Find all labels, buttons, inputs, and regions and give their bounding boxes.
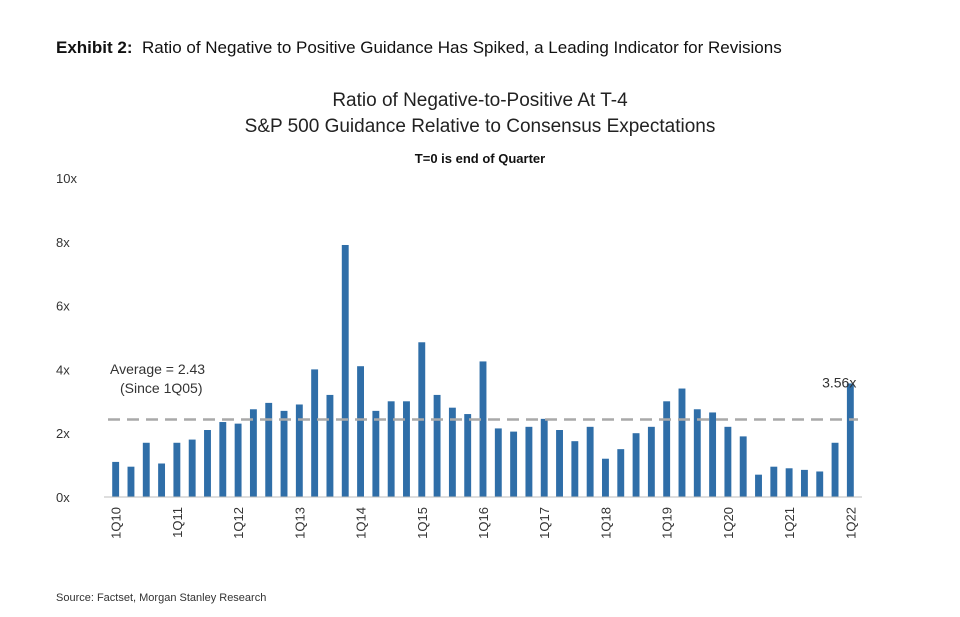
bar bbox=[540, 418, 548, 497]
bar bbox=[326, 394, 334, 497]
bar bbox=[647, 426, 655, 497]
bar bbox=[173, 442, 181, 497]
bar bbox=[846, 383, 854, 497]
x-tick-label: 1Q12 bbox=[231, 507, 246, 539]
x-tick-label: 1Q17 bbox=[537, 507, 552, 539]
bar bbox=[586, 426, 594, 497]
x-axis-ticks: 1Q10 1Q11 1Q12 1Q13 1Q14 1Q15 1Q16 1Q17 1Q18 1Q19… bbox=[109, 507, 859, 539]
bar bbox=[770, 466, 778, 497]
bar bbox=[556, 430, 563, 497]
x-tick-label: 1Q11 bbox=[170, 507, 185, 538]
x-tick-label: 1Q14 bbox=[354, 507, 369, 539]
bar bbox=[372, 410, 380, 497]
bar bbox=[494, 428, 502, 497]
bar bbox=[678, 388, 686, 497]
y-tick-label: 4x bbox=[56, 362, 70, 377]
y-tick-label: 10x bbox=[56, 171, 77, 186]
bars bbox=[112, 244, 854, 497]
y-tick-label: 2x bbox=[56, 426, 70, 441]
bar bbox=[693, 409, 701, 497]
bar bbox=[816, 471, 824, 497]
x-tick-label: 1Q16 bbox=[476, 507, 491, 539]
bar bbox=[785, 468, 793, 497]
bar bbox=[142, 442, 150, 497]
x-tick-label: 1Q21 bbox=[782, 507, 797, 539]
y-tick-label: 6x bbox=[56, 299, 70, 314]
bar bbox=[755, 474, 762, 497]
chart-title: Ratio of Negative-to-Positive At T-4 bbox=[332, 90, 628, 111]
x-tick-label: 1Q10 bbox=[109, 507, 124, 539]
bar bbox=[525, 426, 533, 497]
bar bbox=[602, 458, 609, 497]
bar bbox=[357, 366, 364, 497]
bar bbox=[188, 439, 196, 497]
x-tick-label: 1Q22 bbox=[843, 507, 858, 539]
source-note: Source: Factset, Morgan Stanley Research bbox=[56, 592, 267, 604]
exhibit-number: Exhibit 2: bbox=[56, 38, 133, 57]
bar bbox=[663, 401, 671, 497]
bar bbox=[632, 433, 640, 497]
exhibit-title: Ratio of Negative to Positive Guidance H… bbox=[141, 38, 782, 57]
bar bbox=[831, 442, 839, 497]
bar bbox=[295, 404, 303, 497]
chart-subtitle: T=0 is end of Quarter bbox=[414, 151, 546, 166]
bar bbox=[341, 244, 349, 497]
x-tick-label: 1Q20 bbox=[721, 507, 736, 539]
bar bbox=[158, 463, 166, 497]
bar bbox=[571, 441, 579, 497]
y-axis-ticks: 0x 2x 4x 6x 8x 10x bbox=[56, 171, 77, 505]
bar bbox=[249, 409, 257, 497]
bar bbox=[709, 412, 717, 497]
bar bbox=[448, 407, 456, 497]
bar bbox=[127, 466, 135, 497]
bar bbox=[724, 426, 732, 497]
bar bbox=[280, 410, 288, 497]
x-tick-label: 1Q13 bbox=[292, 507, 307, 539]
bar bbox=[800, 469, 808, 497]
bar bbox=[464, 414, 472, 497]
bar bbox=[387, 401, 395, 497]
bar bbox=[219, 422, 227, 497]
exhibit-heading: Exhibit 2: Ratio of Negative to Positive… bbox=[56, 38, 782, 58]
bar bbox=[234, 423, 242, 497]
bar bbox=[204, 430, 211, 497]
bar bbox=[311, 369, 319, 497]
bar bbox=[617, 449, 625, 497]
average-label-since: (Since 1Q05) bbox=[120, 380, 202, 396]
x-tick-label: 1Q19 bbox=[660, 507, 675, 539]
y-tick-label: 8x bbox=[56, 235, 70, 250]
bar bbox=[433, 394, 441, 497]
bar bbox=[112, 461, 120, 497]
bar bbox=[403, 401, 410, 497]
bar bbox=[479, 361, 487, 497]
bar bbox=[510, 431, 518, 497]
x-tick-label: 1Q15 bbox=[415, 507, 430, 539]
bar bbox=[739, 436, 747, 497]
last-value-data-label: 3.56x bbox=[822, 374, 856, 390]
average-label: Average = 2.43 bbox=[110, 361, 205, 377]
x-tick-label: 1Q18 bbox=[598, 507, 613, 539]
bar bbox=[265, 402, 273, 497]
chart-title-line2: S&P 500 Guidance Relative to Consensus E… bbox=[244, 116, 716, 137]
y-tick-label: 0x bbox=[56, 490, 70, 505]
